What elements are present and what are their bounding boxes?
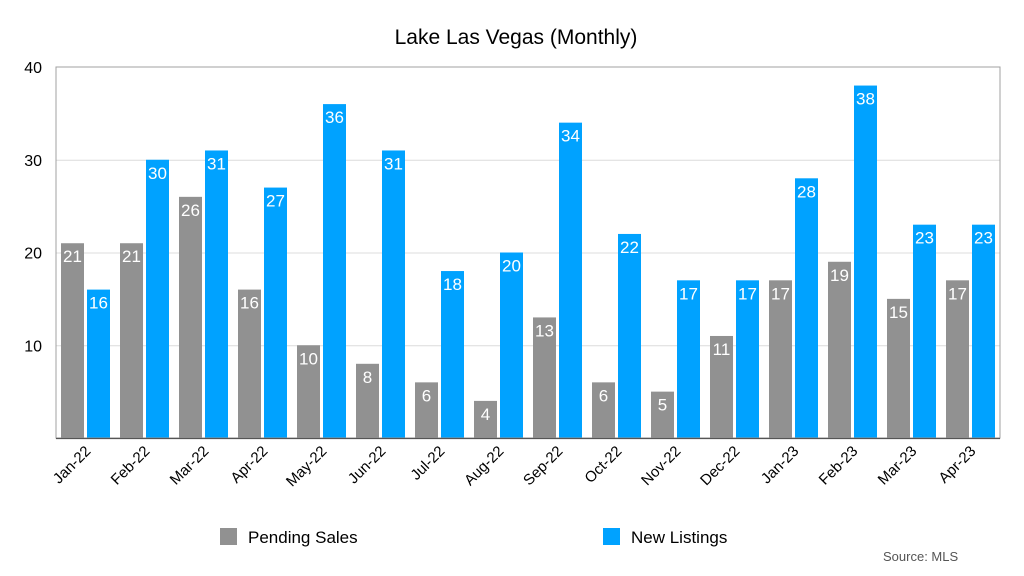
x-tick-label: Aug-22 — [461, 443, 507, 489]
data-label-new-listings: 36 — [325, 108, 344, 127]
data-label-pending-sales: 13 — [535, 321, 554, 340]
data-label-pending-sales: 19 — [830, 266, 849, 285]
data-label-new-listings: 38 — [856, 90, 875, 109]
bar-new-listings — [146, 159, 169, 438]
y-axis-ticks: 10 20 30 40 — [24, 60, 42, 355]
bar-new-listings — [854, 85, 877, 439]
bar-pending-sales — [592, 382, 615, 438]
x-tick-label: May-22 — [283, 443, 330, 490]
bar-pending-sales — [238, 289, 261, 438]
data-label-pending-sales: 26 — [181, 201, 200, 220]
data-label-pending-sales: 15 — [889, 303, 908, 322]
bar-pending-sales — [828, 261, 851, 438]
bar-pending-sales — [887, 298, 910, 438]
y-tick-label: 20 — [24, 246, 42, 263]
data-label-pending-sales: 21 — [63, 247, 82, 266]
data-label-pending-sales: 21 — [122, 247, 141, 266]
bar-new-listings — [736, 280, 759, 438]
data-label-new-listings: 16 — [89, 294, 108, 313]
y-tick-label: 40 — [24, 60, 42, 77]
data-label-new-listings: 31 — [384, 154, 403, 173]
bar-pending-sales — [474, 400, 497, 438]
legend-label-new-listings: New Listings — [631, 528, 727, 547]
bar-new-listings — [323, 104, 346, 438]
legend: Pending Sales New Listings — [220, 528, 727, 547]
data-label-new-listings: 17 — [738, 284, 757, 303]
data-label-new-listings: 17 — [679, 284, 698, 303]
x-tick-label: Oct-22 — [581, 443, 625, 487]
x-tick-label: Apr-22 — [227, 443, 271, 487]
bar-new-listings — [795, 178, 818, 439]
chart-title: Lake Las Vegas (Monthly) — [395, 26, 638, 49]
data-label-new-listings: 18 — [443, 275, 462, 294]
data-label-pending-sales: 10 — [299, 349, 318, 368]
bar-pending-sales — [710, 335, 733, 438]
data-label-pending-sales: 16 — [240, 294, 259, 313]
bar-pending-sales — [415, 382, 438, 438]
bar-new-listings — [500, 252, 523, 438]
data-label-pending-sales: 17 — [771, 284, 790, 303]
bar-new-listings — [205, 150, 228, 438]
data-label-new-listings: 23 — [915, 229, 934, 248]
y-tick-label: 10 — [24, 338, 42, 355]
bar-pending-sales — [533, 317, 556, 438]
bar-new-listings — [913, 224, 936, 438]
data-label-pending-sales: 6 — [599, 386, 608, 405]
data-label-new-listings: 23 — [974, 229, 993, 248]
data-label-pending-sales: 17 — [948, 284, 967, 303]
legend-swatch-pending-sales — [220, 528, 237, 545]
bar-pending-sales — [297, 345, 320, 438]
legend-label-pending-sales: Pending Sales — [248, 528, 358, 547]
source-note: Source: MLS — [883, 549, 958, 564]
bar-new-listings — [264, 187, 287, 438]
data-label-new-listings: 28 — [797, 182, 816, 201]
bar-pending-sales — [651, 391, 674, 438]
x-tick-label: Mar-22 — [167, 443, 213, 489]
data-label-pending-sales: 11 — [713, 340, 731, 359]
bar-pending-sales — [946, 280, 969, 438]
bar-new-listings — [618, 233, 641, 438]
bars: 21 16 21 30 26 31 16 27 10 36 8 31 6 18 4 20 13 34 6 22 5 17 1… — [61, 85, 995, 439]
x-tick-label: Feb-23 — [816, 443, 862, 489]
bar-new-listings — [382, 150, 405, 438]
x-tick-label: Nov-22 — [638, 443, 684, 489]
x-tick-label: Jun-22 — [345, 443, 389, 487]
bar-new-listings — [441, 271, 464, 438]
bar-pending-sales — [356, 363, 379, 438]
data-label-new-listings: 20 — [502, 257, 521, 276]
data-label-new-listings: 34 — [561, 127, 580, 146]
x-tick-label: Mar-23 — [875, 443, 921, 489]
x-tick-label: Jan-22 — [50, 443, 94, 487]
x-tick-label: Feb-22 — [108, 443, 154, 489]
bar-new-listings — [972, 224, 995, 438]
bar-pending-sales — [61, 243, 84, 438]
data-label-new-listings: 27 — [266, 192, 285, 211]
data-label-new-listings: 30 — [148, 164, 167, 183]
bar-new-listings — [559, 122, 582, 439]
x-tick-label: Jan-23 — [758, 443, 802, 487]
x-tick-label: Dec-22 — [697, 443, 743, 489]
data-label-pending-sales: 4 — [481, 405, 490, 424]
x-tick-label: Jul-22 — [407, 443, 448, 484]
x-axis-labels: Jan-22 Feb-22 Mar-22 Apr-22 May-22 Jun-22 Jul-… — [50, 443, 979, 490]
data-label-pending-sales: 8 — [363, 368, 372, 387]
bar-new-listings — [677, 280, 700, 438]
bar-new-listings — [87, 289, 110, 438]
data-label-pending-sales: 6 — [422, 386, 431, 405]
bar-pending-sales — [179, 196, 202, 438]
bar-pending-sales — [120, 243, 143, 438]
data-label-new-listings: 22 — [620, 238, 639, 257]
data-label-new-listings: 31 — [207, 154, 226, 173]
y-tick-label: 30 — [24, 153, 42, 170]
legend-swatch-new-listings — [603, 528, 620, 545]
data-label-pending-sales: 5 — [658, 396, 667, 415]
bar-pending-sales — [769, 280, 792, 438]
x-tick-label: Apr-23 — [935, 443, 979, 487]
x-tick-label: Sep-22 — [520, 443, 566, 489]
